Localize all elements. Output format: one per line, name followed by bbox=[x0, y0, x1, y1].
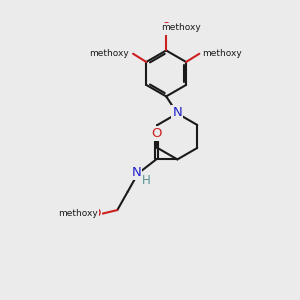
Text: methoxy: methoxy bbox=[161, 23, 201, 32]
Text: O: O bbox=[162, 21, 171, 34]
Text: O: O bbox=[151, 127, 161, 140]
Text: N: N bbox=[172, 106, 182, 119]
Text: methoxy: methoxy bbox=[90, 49, 129, 58]
Text: H: H bbox=[142, 174, 151, 188]
Text: methoxy: methoxy bbox=[58, 209, 98, 218]
Text: O: O bbox=[121, 47, 130, 60]
Text: O: O bbox=[91, 206, 101, 220]
Text: N: N bbox=[131, 166, 141, 179]
Text: O: O bbox=[203, 47, 212, 60]
Text: methoxy: methoxy bbox=[202, 49, 242, 58]
